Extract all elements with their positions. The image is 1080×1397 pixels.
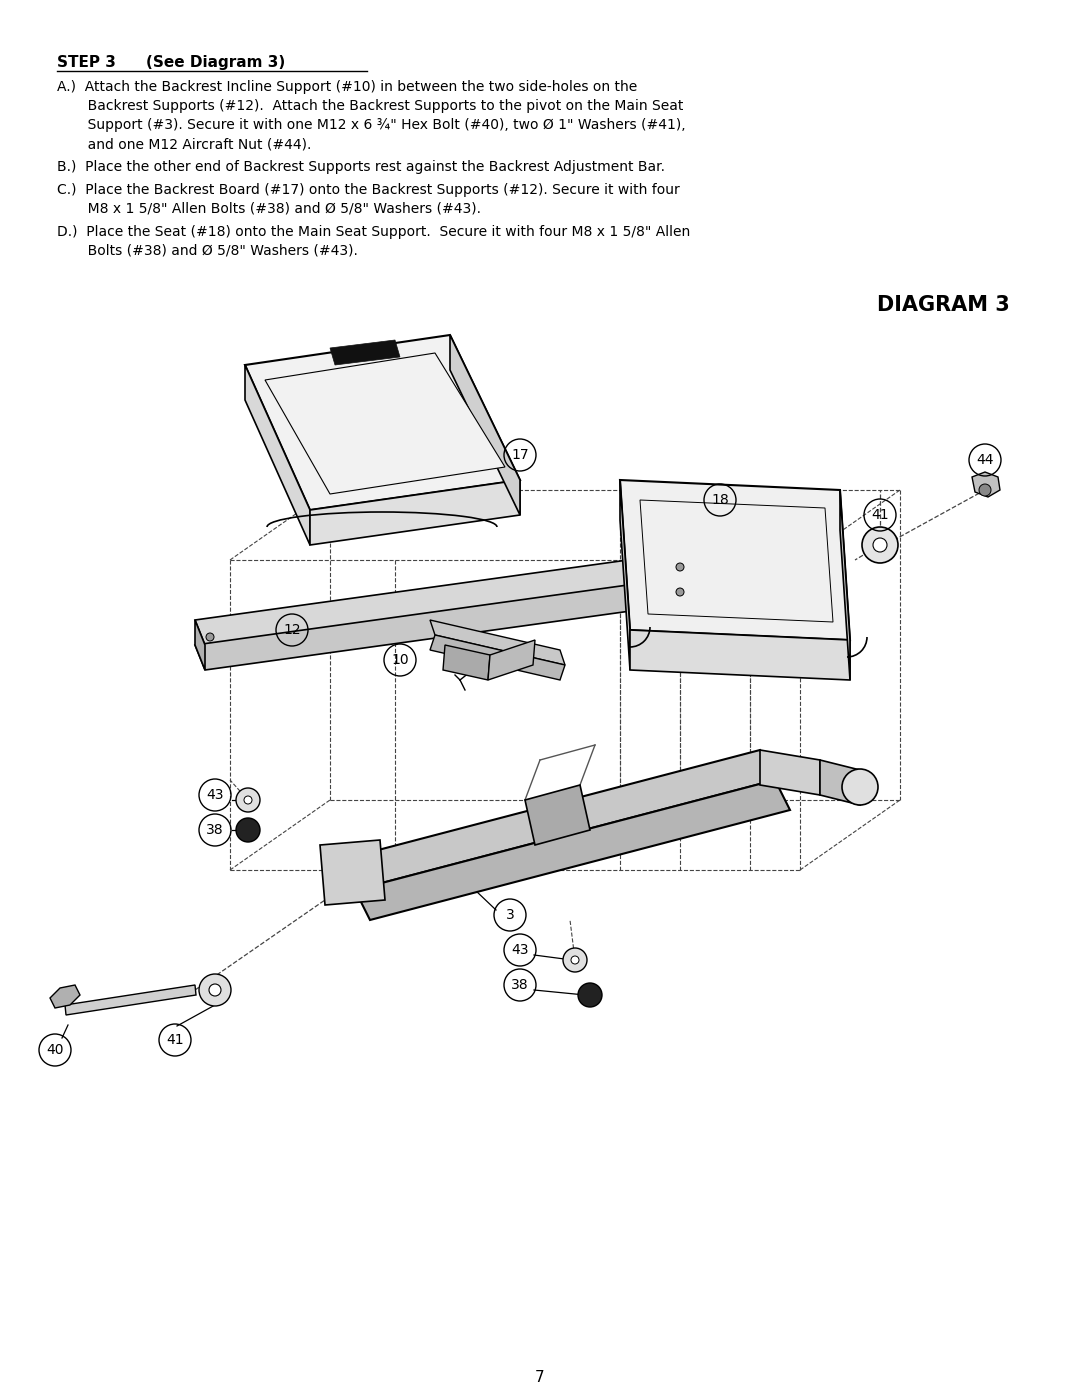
Circle shape (563, 949, 588, 972)
Text: (See Diagram 3): (See Diagram 3) (125, 54, 285, 70)
Polygon shape (640, 500, 833, 622)
Text: 44: 44 (976, 453, 994, 467)
Circle shape (206, 633, 214, 641)
Text: 43: 43 (511, 943, 529, 957)
Polygon shape (820, 760, 860, 805)
Polygon shape (972, 472, 1000, 497)
Circle shape (210, 983, 221, 996)
Text: A.)  Attach the Backrest Incline Support (#10) in between the two side-holes on : A.) Attach the Backrest Incline Support … (57, 80, 637, 94)
Circle shape (237, 819, 260, 842)
Circle shape (676, 588, 684, 597)
Text: 41: 41 (872, 509, 889, 522)
Text: 3: 3 (505, 908, 514, 922)
Polygon shape (195, 620, 205, 671)
Circle shape (571, 956, 579, 964)
Text: Support (#3). Secure it with one M12 x 6 ¾" Hex Bolt (#40), two Ø 1" Washers (#4: Support (#3). Secure it with one M12 x 6… (57, 117, 686, 131)
Text: 40: 40 (46, 1044, 64, 1058)
Text: 38: 38 (511, 978, 529, 992)
Circle shape (873, 538, 887, 552)
Polygon shape (330, 339, 400, 365)
Circle shape (199, 974, 231, 1006)
Polygon shape (65, 985, 195, 1016)
Polygon shape (620, 481, 630, 671)
Text: M8 x 1 5/8" Allen Bolts (#38) and Ø 5/8" Washers (#43).: M8 x 1 5/8" Allen Bolts (#38) and Ø 5/8"… (57, 203, 481, 217)
Text: B.)  Place the other end of Backrest Supports rest against the Backrest Adjustme: B.) Place the other end of Backrest Supp… (57, 161, 665, 175)
Polygon shape (630, 630, 850, 680)
Circle shape (237, 788, 260, 812)
Text: 17: 17 (511, 448, 529, 462)
Text: 12: 12 (283, 623, 301, 637)
Circle shape (244, 796, 252, 805)
Text: 41: 41 (166, 1032, 184, 1046)
Text: 10: 10 (391, 652, 409, 666)
Polygon shape (760, 750, 820, 795)
Polygon shape (430, 636, 565, 680)
Polygon shape (245, 365, 310, 545)
Text: D.)  Place the Seat (#18) onto the Main Seat Support.  Secure it with four M8 x : D.) Place the Seat (#18) onto the Main S… (57, 225, 690, 239)
Polygon shape (450, 335, 519, 515)
Text: STEP 3: STEP 3 (57, 54, 116, 70)
Text: Bolts (#38) and Ø 5/8" Washers (#43).: Bolts (#38) and Ø 5/8" Washers (#43). (57, 244, 357, 258)
Text: and one M12 Aircraft Nut (#44).: and one M12 Aircraft Nut (#44). (57, 137, 311, 151)
Circle shape (578, 983, 602, 1007)
Polygon shape (195, 576, 710, 671)
Text: 7: 7 (536, 1370, 544, 1384)
Polygon shape (310, 481, 519, 545)
Polygon shape (195, 550, 710, 645)
Text: DIAGRAM 3: DIAGRAM 3 (877, 295, 1010, 314)
Text: C.)  Place the Backrest Board (#17) onto the Backrest Supports (#12). Secure it : C.) Place the Backrest Board (#17) onto … (57, 183, 679, 197)
Polygon shape (320, 840, 384, 905)
Polygon shape (620, 481, 850, 640)
Polygon shape (340, 750, 775, 890)
Polygon shape (488, 640, 535, 680)
Text: 43: 43 (206, 788, 224, 802)
Text: Backrest Supports (#12).  Attach the Backrest Supports to the pivot on the Main : Backrest Supports (#12). Attach the Back… (57, 99, 684, 113)
Polygon shape (443, 645, 490, 680)
Polygon shape (355, 780, 789, 921)
Polygon shape (840, 490, 850, 680)
Circle shape (842, 768, 878, 805)
Text: 38: 38 (206, 823, 224, 837)
Circle shape (676, 563, 684, 571)
Polygon shape (245, 335, 519, 510)
Polygon shape (430, 620, 565, 665)
Polygon shape (265, 353, 505, 495)
Text: 18: 18 (711, 493, 729, 507)
Polygon shape (525, 785, 590, 845)
Circle shape (862, 527, 897, 563)
Circle shape (978, 483, 991, 496)
Polygon shape (50, 985, 80, 1009)
